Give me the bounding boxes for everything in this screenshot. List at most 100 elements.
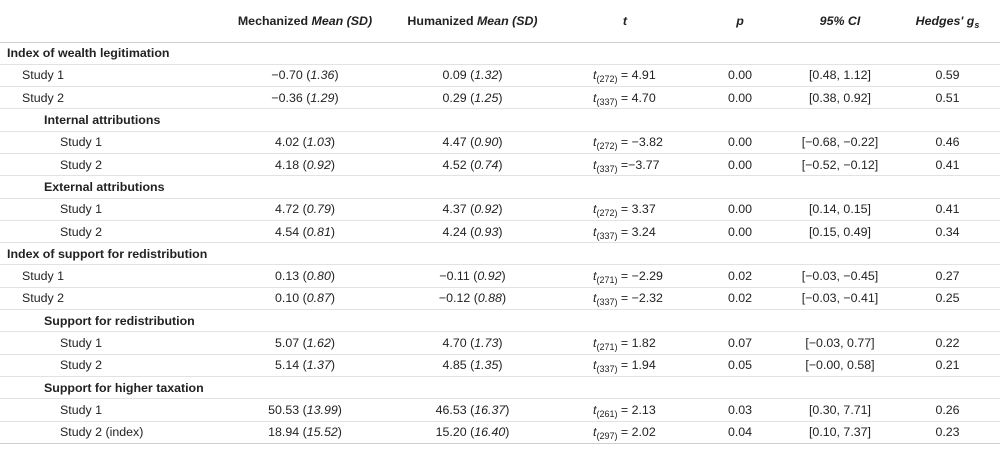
p-cell: 0.00 (727, 68, 753, 83)
hedges-cell: 0.41 (935, 202, 960, 217)
mech-mean: 5.07 (275, 336, 300, 350)
p-cell: 0.07 (727, 336, 753, 350)
hum-sd: 0.92 (474, 202, 499, 217)
t-cell: t(337) = 1.94 (593, 358, 656, 375)
table-row: Study 2 −0.36 (1.29) 0.29 (1.25) t(337) = 4… (0, 87, 1000, 109)
hum-sd: 0.92 (477, 269, 502, 284)
mech-mean: −0.36 (271, 90, 303, 105)
hum-sd: 1.35 (474, 358, 499, 373)
t-value: = 2.13 (617, 402, 656, 417)
mechanized-cell: 0.13 (0.80) (275, 269, 335, 284)
hum-sd: 0.90 (474, 135, 499, 150)
humanized-cell: −0.11 (0.92) (439, 269, 506, 284)
t-value: = −2.29 (617, 269, 663, 284)
section-label: Index of wealth legitimation (7, 46, 170, 61)
results-table: Mechanized Mean (SD) Humanized Mean (SD)… (0, 0, 1000, 444)
subsection-row: Internal attributions (0, 109, 1000, 132)
t-df: (337) (596, 230, 618, 241)
mechanized-cell: 4.02 (1.03) (275, 135, 335, 150)
ci-cell: [0.48, 1.12] (808, 68, 871, 83)
humanized-cell: 4.47 (0.90) (442, 135, 503, 150)
t-value: = 3.24 (617, 224, 656, 239)
t-value: = −3.82 (617, 135, 663, 150)
row-label: Study 1 (60, 402, 103, 417)
ci-cell: [−0.03, 0.77] (805, 336, 875, 350)
hum-mean: 4.47 (442, 135, 467, 150)
header-t: t (622, 13, 628, 28)
mech-mean: 4.02 (275, 135, 300, 150)
hedges-cell: 0.34 (935, 224, 960, 239)
table-row: Study 2 4.18 (0.92) 4.52 (0.74) t(337) =−3.… (0, 153, 1000, 176)
hum-sd: 0.93 (474, 224, 499, 239)
p-cell: 0.00 (727, 202, 753, 217)
t-cell: t(272) = 4.91 (593, 68, 656, 85)
hedges-cell: 0.27 (935, 269, 960, 284)
table-row: Study 2 (index) 18.94 (15.52) 15.20 (16.40… (0, 421, 1000, 444)
mech-sd: 0.80 (306, 269, 331, 284)
row-label: Study 2 (60, 358, 103, 373)
ci-cell: [0.38, 0.92] (808, 90, 871, 105)
table-row: Study 1 0.13 (0.80) −0.11 (0.92) t(271) = −… (0, 265, 1000, 288)
mech-sd: 1.36 (310, 68, 335, 83)
t-cell: t(337) =−3.77 (593, 157, 660, 174)
hum-sd: 1.25 (474, 90, 499, 105)
header-hedges: Hedges' gs (915, 13, 980, 30)
humanized-cell: 4.70 (1.73) (442, 336, 503, 350)
hum-sd: 0.88 (477, 291, 502, 306)
ci-cell: [−0.68, −0.22] (801, 135, 879, 150)
mech-mean: 50.53 (268, 402, 300, 417)
table-row: Study 2 5.14 (1.37) 4.85 (1.35) t(337) = 1.… (0, 354, 1000, 377)
mechanized-cell: 5.07 (1.62) (275, 336, 335, 350)
ci-cell: [−0.03, −0.41] (801, 291, 879, 306)
hedges-cell: 0.21 (935, 358, 960, 373)
mech-mean: 0.10 (275, 291, 300, 306)
header-humanized: Humanized Mean (SD) (407, 13, 538, 28)
hedges-cell: 0.51 (935, 90, 960, 105)
ci-cell: [0.10, 7.37] (808, 425, 871, 440)
table-row: Study 2 4.54 (0.81) 4.24 (0.93) t(337) = 3.… (0, 220, 1000, 243)
subsection-row: External attributions (0, 176, 1000, 199)
mech-mean: 4.54 (275, 224, 300, 239)
ci-cell: [−0.03, −0.45] (801, 269, 879, 284)
table-row: Study 1 −0.70 (1.36) 0.09 (1.32) t(272) = 4… (0, 64, 1000, 87)
table-row: Study 2 0.10 (0.87) −0.12 (0.88) t(337) = −… (0, 287, 1000, 310)
t-value: =−3.77 (617, 157, 660, 172)
row-label: Study 1 (60, 202, 103, 217)
t-value: = 1.82 (617, 336, 656, 350)
t-df: (337) (596, 96, 618, 107)
hedges-cell: 0.26 (935, 402, 960, 417)
row-label: Study 1 (22, 68, 65, 83)
mech-mean: 5.14 (275, 358, 300, 373)
p-cell: 0.00 (727, 90, 753, 105)
ci-cell: [0.15, 0.49] (808, 224, 871, 239)
p-cell: 0.04 (727, 425, 753, 440)
mech-mean: 4.18 (275, 157, 300, 172)
mech-sd: 0.92 (306, 157, 331, 172)
t-df: (337) (596, 297, 618, 308)
section-label: Index of support for redistribution (7, 246, 208, 261)
header-blank (0, 0, 220, 42)
humanized-cell: 46.53 (16.37) (435, 402, 510, 417)
t-df: (261) (596, 408, 618, 419)
row-label: Study 1 (22, 269, 65, 284)
hum-mean: 0.29 (442, 90, 467, 105)
header-mechanized: Mechanized Mean (SD) (237, 13, 373, 28)
subsection-label: External attributions (44, 179, 165, 194)
hum-mean: 4.85 (442, 358, 467, 373)
section-row: Index of wealth legitimation (0, 42, 1000, 65)
hum-mean: −0.11 (439, 269, 470, 284)
p-cell: 0.03 (727, 402, 753, 417)
row-label: Study 1 (60, 135, 103, 150)
header-ci: 95% CI (819, 13, 861, 28)
hum-sd: 16.40 (474, 425, 506, 440)
t-cell: t(272) = −3.82 (593, 135, 663, 152)
header-p: p (736, 13, 744, 28)
p-cell: 0.05 (727, 358, 753, 373)
subsection-label: Internal attributions (44, 113, 161, 128)
mech-sd: 15.52 (306, 425, 338, 440)
mechanized-cell: 4.54 (0.81) (275, 224, 335, 239)
hum-mean: 4.52 (442, 157, 467, 172)
mechanized-cell: 4.18 (0.92) (275, 157, 335, 172)
hedges-cell: 0.23 (935, 425, 960, 440)
t-cell: t(271) = 1.82 (593, 336, 656, 352)
